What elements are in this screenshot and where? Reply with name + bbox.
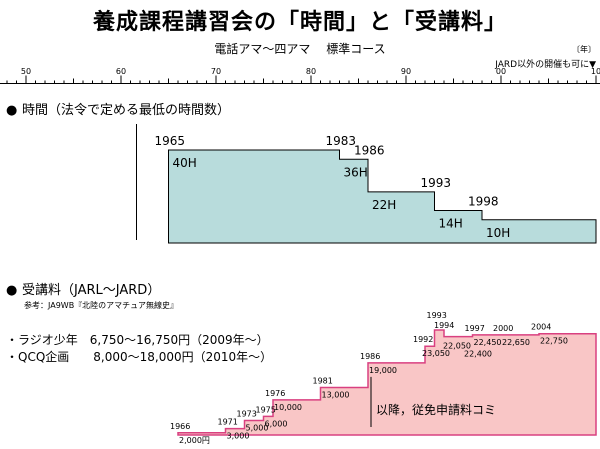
fee-value-label: 22,750 — [540, 337, 568, 346]
fee-year-label: 1971 — [218, 418, 238, 427]
section-hours-title: 時間（法令で定める最低の時間数） — [22, 103, 230, 118]
fee-year-label: 2000 — [493, 324, 513, 333]
fee-year-label: 1994 — [434, 321, 454, 330]
timeline-tick-label: 00 — [496, 67, 506, 76]
timeline-tick-label: 80 — [306, 67, 316, 76]
timeline-tick-label: 90 — [401, 67, 411, 76]
hours-year-label: 1983 — [326, 134, 357, 148]
section-fee-reference: 参考：JA9WB『北陸のアマチュア無線史』 — [24, 300, 178, 310]
fee-value-label: 5,000 — [246, 423, 269, 432]
fee-value-label: 19,000 — [369, 366, 397, 375]
fee-value-label: 6,000 — [265, 419, 288, 428]
fee-year-label: 1966 — [170, 422, 190, 431]
fee-year-label: 1975 — [256, 405, 276, 414]
fee-annotation-text: 以降，従免申請料コミ — [376, 402, 496, 417]
fee-year-label: 1973 — [237, 409, 257, 418]
timeline-tick-label: 70 — [211, 67, 221, 76]
fee-value-label: 10,000 — [274, 403, 302, 412]
fee-year-label: 1976 — [265, 389, 285, 398]
fee-value-label: 23,050 — [422, 349, 450, 358]
hours-year-label: 1993 — [421, 176, 452, 190]
section-hours-bullet: ● — [6, 103, 17, 118]
hours-year-label: 1986 — [354, 143, 385, 157]
timeline-tick-label: 10 — [591, 67, 600, 76]
fee-value-label: 22,450 — [474, 338, 502, 347]
fee-value-label: 2,000円 — [179, 436, 210, 445]
hours-value-label: 10H — [486, 226, 510, 240]
section-hours-heading: ● 時間（法令で定める最低の時間数） — [6, 103, 230, 118]
hours-year-label: 1965 — [155, 134, 186, 148]
hours-value-label: 36H — [344, 165, 368, 179]
timeline-unit-label: 〔年〕 — [572, 44, 596, 54]
hours-value-label: 14H — [439, 216, 463, 230]
fee-value-label: 13,000 — [322, 391, 350, 400]
section-fee-title: 受講料（JARL〜JARD） — [22, 282, 160, 298]
subtitle-left: 電話アマ〜四アマ — [214, 42, 311, 56]
page-title: 養成課程講習会の「時間」と「受講料」 — [92, 10, 507, 35]
fee-year-label: 1993 — [427, 311, 447, 320]
timeline-tick-label: 50 — [21, 67, 31, 76]
fee-year-label: 1986 — [360, 352, 380, 361]
hours-value-label: 40H — [173, 156, 197, 170]
fee-value-label: 3,000 — [227, 432, 250, 441]
fee-value-label: 22,050 — [443, 342, 471, 351]
timeline-note: JARD以外の開催も可に▼ — [494, 58, 596, 70]
hours-value-label: 22H — [372, 198, 396, 212]
fee-year-label: 1981 — [313, 377, 333, 386]
subtitle-right: 標準コース — [326, 42, 386, 56]
timeline-tick-label: 60 — [116, 67, 126, 76]
fee-value-label: 22,400 — [464, 350, 492, 359]
section-fee-heading: ● 受講料（JARL〜JARD） 参考：JA9WB『北陸のアマチュア無線史』 — [6, 282, 178, 310]
fee-note-radio-shonen: ・ラジオ少年 6,750〜16,750円（2009年〜） — [6, 333, 269, 347]
hours-area — [168, 149, 597, 244]
hours-chart: 1965 40H 1983 36H 1986 22H 1993 14H 1998 10H — [155, 134, 597, 244]
section-fee-bullet: ● — [6, 283, 17, 298]
timeline-axis: 〔年〕 JARD以外の開催も可に▼ 50 60 70 80 90 00 10 — [0, 44, 600, 84]
page-subtitle: 電話アマ〜四アマ 標準コース — [0, 40, 600, 57]
fee-year-label: 2004 — [531, 323, 551, 332]
fee-chart: 1966 2,000円 1971 3,000 1973 5,000 1975 6,000 197… — [170, 311, 597, 445]
fee-value-label: 22,650 — [502, 338, 530, 347]
hours-year-label: 1998 — [468, 194, 499, 208]
fee-year-label: 1992 — [413, 335, 433, 344]
fee-note-qcq: ・QCQ企画 8,000〜18,000円（2010年〜） — [6, 350, 273, 364]
fee-area — [177, 329, 597, 436]
fee-year-label: 1997 — [465, 324, 485, 333]
